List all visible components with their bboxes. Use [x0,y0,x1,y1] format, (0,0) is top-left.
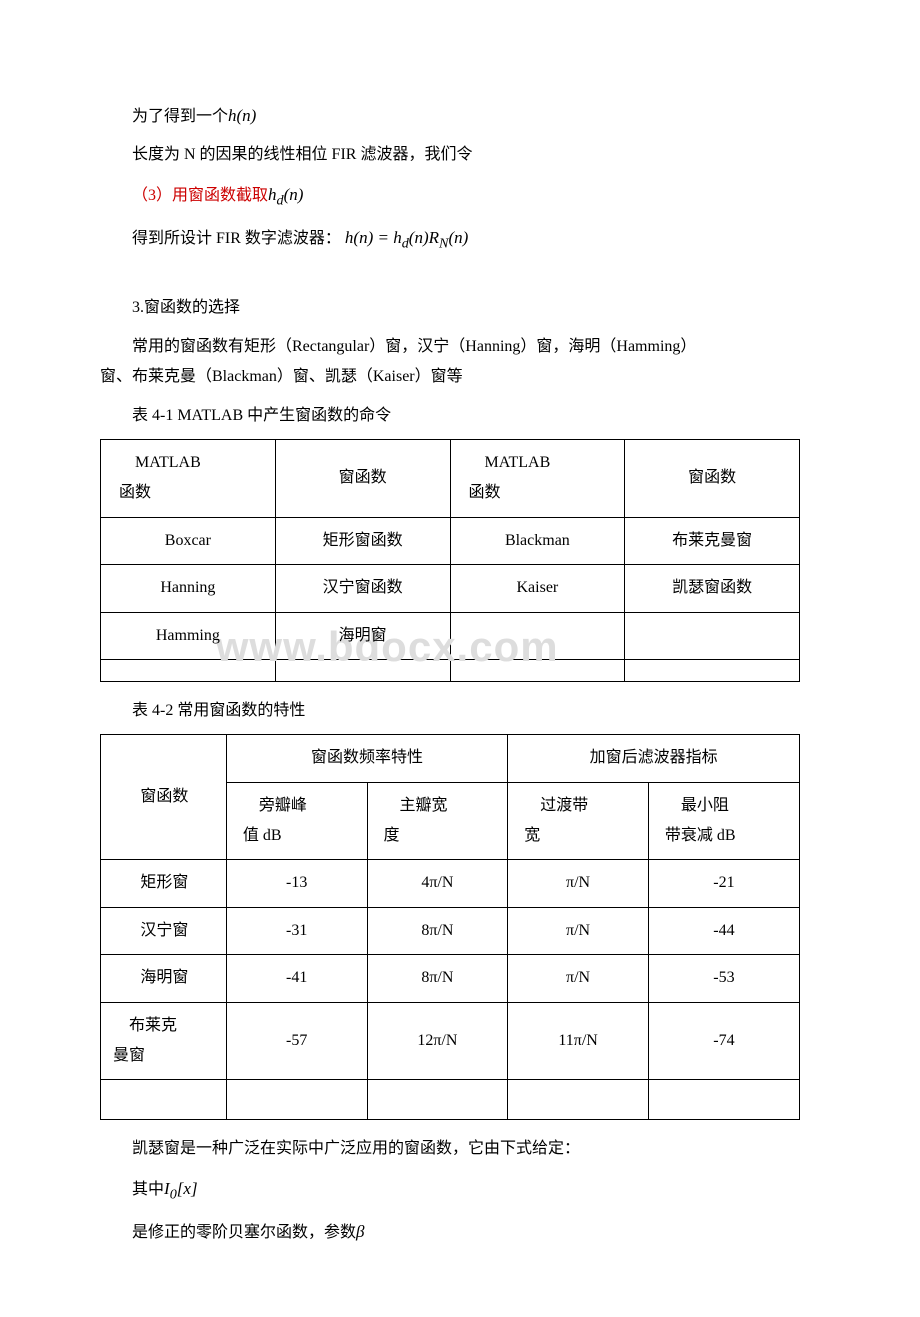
para-get-hn: 为了得到一个h(n) [100,100,820,132]
cell: 汉宁窗 [101,907,227,954]
formula-hdn: hd(n) [268,185,303,204]
formula-hn: h(n) [228,106,256,125]
cell [101,659,276,681]
cell: -57 [226,1002,367,1080]
cell: MATLAB函数 [101,439,276,517]
cell [450,612,625,659]
cell: -21 [648,860,799,907]
cell: 11π/N [508,1002,649,1080]
spacer [100,265,820,293]
cell: 主瓣宽度 [367,782,508,860]
cell-text: 海明窗 [339,627,387,644]
formula-i0x: I0[x] [164,1179,198,1198]
cell: MATLAB函数 [450,439,625,517]
cell: 窗函数 [625,439,800,517]
cell: 布莱克曼窗 [101,1002,227,1080]
cell: -13 [226,860,367,907]
table-row: Boxcar 矩形窗函数 Blackman 布莱克曼窗 [101,517,800,564]
cell: 4π/N [367,860,508,907]
cell: π/N [508,907,649,954]
cell: Hanning [101,565,276,612]
para-bessel: 是修正的零阶贝塞尔函数，参数β [100,1216,820,1248]
cell: 矩形窗函数 [275,517,450,564]
cell: 旁瓣峰值 dB [226,782,367,860]
formula-result: h(n) = hd(n)RN(n) [345,228,468,247]
cell: π/N [508,860,649,907]
text: 是修正的零阶贝塞尔函数，参数 [132,1224,356,1241]
cell: 窗函数频率特性 [226,735,507,782]
para-step3: （3）用窗函数截取hd(n) [100,179,820,214]
text: 常用的窗函数有矩形（Rectangular）窗，汉宁（Hanning）窗，海明（… [132,338,696,355]
para-length-n: 长度为 N 的因果的线性相位 FIR 滤波器，我们令 [100,140,820,170]
cell: Kaiser [450,565,625,612]
table-row: 汉宁窗 -31 8π/N π/N -44 [101,907,800,954]
cell: Blackman [450,517,625,564]
cell: Hamming [101,612,276,659]
cell [625,612,800,659]
cell: 窗函数 [101,735,227,860]
cell: 最小阻带衰减 dB [648,782,799,860]
cell: 布莱克曼窗 [625,517,800,564]
text: 为了得到一个 [132,108,228,125]
table1-caption: 表 4-1 MATLAB 中产生窗函数的命令 [100,401,820,431]
cell [101,1080,227,1120]
cell: Boxcar [101,517,276,564]
table1-wrapper: MATLAB函数 窗函数 MATLAB函数 窗函数 Boxcar 矩形窗函数 B… [100,439,820,682]
table-row: MATLAB函数 窗函数 MATLAB函数 窗函数 [101,439,800,517]
cell: 12π/N [367,1002,508,1080]
cell: 8π/N [367,955,508,1002]
para-i0x: 其中I0[x] [100,1173,820,1208]
cell: 过渡带宽 [508,782,649,860]
table-window-properties: 窗函数 窗函数频率特性 加窗后滤波器指标 旁瓣峰值 dB 主瓣宽度 过渡带宽 最… [100,734,800,1120]
cell [508,1080,649,1120]
cell: -41 [226,955,367,1002]
cell [275,659,450,681]
para-windows-intro: 常用的窗函数有矩形（Rectangular）窗，汉宁（Hanning）窗，海明（… [100,332,820,393]
cell [450,659,625,681]
cell: -31 [226,907,367,954]
cell: 海明窗 [101,955,227,1002]
cell: -53 [648,955,799,1002]
cell: 矩形窗 [101,860,227,907]
cell [648,1080,799,1120]
cell: π/N [508,955,649,1002]
text: 其中 [132,1181,164,1198]
text: 窗、布莱克曼（Blackman）窗、凯瑟（Kaiser）窗等 [100,368,463,385]
red-text: （3）用窗函数截取 [132,187,268,204]
cell [367,1080,508,1120]
table-row: Hanning 汉宁窗函数 Kaiser 凯瑟窗函数 [101,565,800,612]
table-row [101,659,800,681]
table2-caption: 表 4-2 常用窗函数的特性 [100,696,820,726]
text: 得到所设计 FIR 数字滤波器： [132,230,341,247]
cell: 窗函数 [275,439,450,517]
table-matlab-commands: MATLAB函数 窗函数 MATLAB函数 窗函数 Boxcar 矩形窗函数 B… [100,439,800,682]
cell: -74 [648,1002,799,1080]
cell: -44 [648,907,799,954]
para-kaiser-intro: 凯瑟窗是一种广泛在实际中广泛应用的窗函数，它由下式给定： [100,1134,820,1164]
table-row: Hamming www.bdocx.com 海明窗 [101,612,800,659]
table-row [101,1080,800,1120]
cell: 8π/N [367,907,508,954]
table-row: 布莱克曼窗 -57 12π/N 11π/N -74 [101,1002,800,1080]
table-row: 矩形窗 -13 4π/N π/N -21 [101,860,800,907]
table-row: 海明窗 -41 8π/N π/N -53 [101,955,800,1002]
cell [226,1080,367,1120]
para-result: 得到所设计 FIR 数字滤波器： h(n) = hd(n)RN(n) [100,222,820,257]
cell: www.bdocx.com 海明窗 [275,612,450,659]
cell [625,659,800,681]
table-row: 窗函数 窗函数频率特性 加窗后滤波器指标 [101,735,800,782]
cell: 汉宁窗函数 [275,565,450,612]
para-section3: 3.窗函数的选择 [100,293,820,323]
formula-beta: β [356,1222,364,1241]
cell: 凯瑟窗函数 [625,565,800,612]
cell: 加窗后滤波器指标 [508,735,800,782]
